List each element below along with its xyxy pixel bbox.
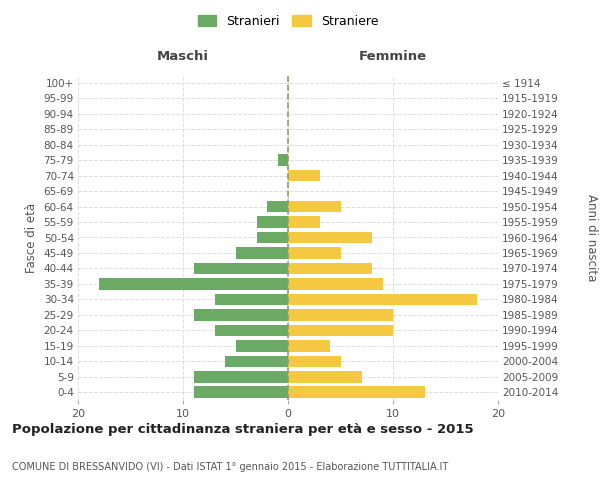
Bar: [288, 324, 393, 336]
Bar: [288, 340, 330, 351]
Bar: [288, 278, 383, 289]
Bar: [288, 247, 341, 259]
Bar: [288, 200, 341, 212]
Bar: [288, 386, 425, 398]
Bar: [99, 278, 288, 289]
Bar: [193, 309, 288, 320]
Bar: [288, 356, 341, 367]
Bar: [193, 386, 288, 398]
Legend: Stranieri, Straniere: Stranieri, Straniere: [194, 11, 382, 32]
Bar: [288, 262, 372, 274]
Bar: [277, 154, 288, 166]
Text: Popolazione per cittadinanza straniera per età e sesso - 2015: Popolazione per cittadinanza straniera p…: [12, 422, 473, 436]
Text: COMUNE DI BRESSANVIDO (VI) - Dati ISTAT 1° gennaio 2015 - Elaborazione TUTTITALI: COMUNE DI BRESSANVIDO (VI) - Dati ISTAT …: [12, 462, 448, 472]
Bar: [215, 324, 288, 336]
Bar: [225, 356, 288, 367]
Bar: [288, 232, 372, 243]
Bar: [193, 262, 288, 274]
Bar: [288, 216, 320, 228]
Bar: [215, 294, 288, 305]
Bar: [288, 371, 361, 382]
Bar: [288, 170, 320, 181]
Y-axis label: Fasce di età: Fasce di età: [25, 202, 38, 272]
Text: Maschi: Maschi: [157, 50, 209, 62]
Bar: [235, 340, 288, 351]
Text: Femmine: Femmine: [359, 50, 427, 62]
Bar: [193, 371, 288, 382]
Bar: [288, 294, 477, 305]
Y-axis label: Anni di nascita: Anni di nascita: [585, 194, 598, 281]
Bar: [257, 232, 288, 243]
Bar: [257, 216, 288, 228]
Bar: [267, 200, 288, 212]
Bar: [288, 309, 393, 320]
Bar: [235, 247, 288, 259]
